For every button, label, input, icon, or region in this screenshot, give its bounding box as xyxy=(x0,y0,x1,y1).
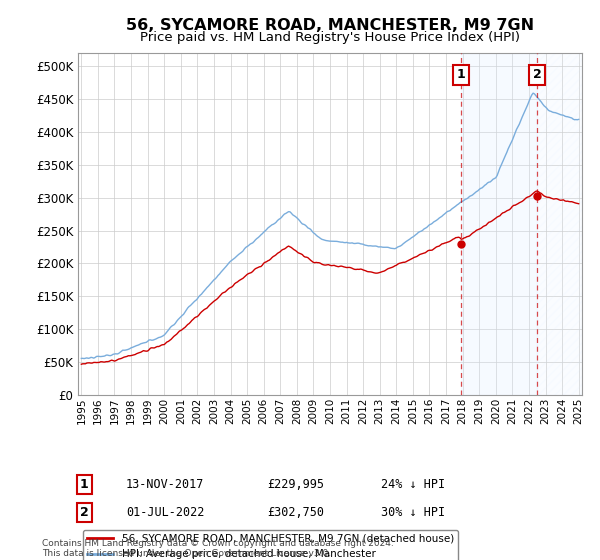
Bar xyxy=(537,53,595,395)
Text: £229,995: £229,995 xyxy=(267,478,324,491)
Text: 2: 2 xyxy=(80,506,88,519)
Text: £302,750: £302,750 xyxy=(267,506,324,519)
Text: Price paid vs. HM Land Registry's House Price Index (HPI): Price paid vs. HM Land Registry's House … xyxy=(140,31,520,44)
Text: 1: 1 xyxy=(456,68,465,81)
Text: 30% ↓ HPI: 30% ↓ HPI xyxy=(381,506,445,519)
Text: 2: 2 xyxy=(533,68,542,81)
Text: 24% ↓ HPI: 24% ↓ HPI xyxy=(381,478,445,491)
Text: 56, SYCAMORE ROAD, MANCHESTER, M9 7GN: 56, SYCAMORE ROAD, MANCHESTER, M9 7GN xyxy=(126,18,534,33)
Text: Contains HM Land Registry data © Crown copyright and database right 2024.
This d: Contains HM Land Registry data © Crown c… xyxy=(42,539,394,558)
Legend: 56, SYCAMORE ROAD, MANCHESTER, M9 7GN (detached house), HPI: Average price, deta: 56, SYCAMORE ROAD, MANCHESTER, M9 7GN (d… xyxy=(83,530,458,560)
Bar xyxy=(461,53,537,395)
Text: 01-JUL-2022: 01-JUL-2022 xyxy=(126,506,205,519)
Text: 13-NOV-2017: 13-NOV-2017 xyxy=(126,478,205,491)
Text: 1: 1 xyxy=(80,478,88,491)
